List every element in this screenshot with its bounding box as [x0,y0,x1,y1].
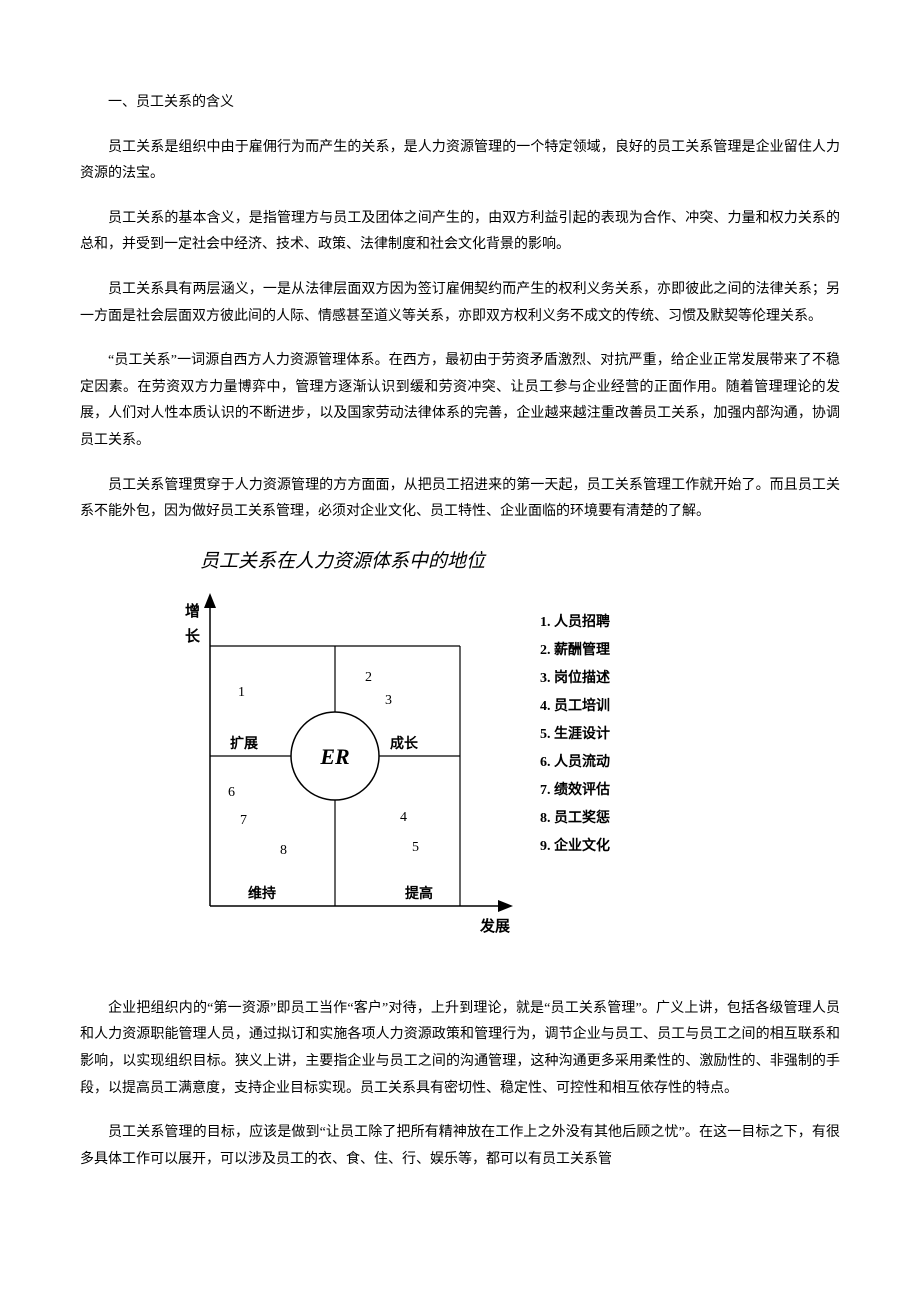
y-axis-label-2: 长 [185,627,201,645]
diagram-title: 员工关系在人力资源体系中的地位 [200,544,840,580]
point-5: 5 [412,840,419,855]
diagram-container: 员工关系在人力资源体系中的地位 ER 增 长 发展 扩展 成长 维持 提高 1 … [140,544,840,956]
point-4: 4 [400,810,407,825]
list-item-8: 8. 员工奖惩 [540,809,610,826]
list-item-3: 3. 岗位描述 [540,669,610,686]
paragraph-goal: 员工关系管理的目标，应该是做到“让员工除了把所有精神放在工作上之外没有其他后顾之… [80,1120,840,1173]
paragraph-throughout: 员工关系管理贯穿于人力资源管理的方方面面，从把员工招进来的第一天起，员工关系管理… [80,473,840,526]
y-axis-label-1: 增 [185,602,200,620]
diagram-svg: ER 增 长 发展 扩展 成长 维持 提高 1 2 3 4 5 6 7 8 1.… [140,586,680,956]
paragraph-two-layers: 员工关系具有两层涵义，一是从法律层面双方因为签订雇佣契约而产生的权利义务关系，亦… [80,277,840,330]
list-item-5: 5. 生涯设计 [540,725,610,742]
quadrant-top-left: 扩展 [230,735,258,752]
point-2: 2 [365,670,372,685]
list-item-7: 7. 绩效评估 [540,781,610,798]
quadrant-bottom-left: 维持 [248,885,276,902]
x-axis-label: 发展 [479,917,510,935]
point-7: 7 [240,813,247,828]
list-item-9: 9. 企业文化 [540,837,610,854]
quadrant-top-right: 成长 [390,735,419,752]
er-label: ER [319,744,349,769]
list-item-1: 1. 人员招聘 [540,613,610,630]
point-8: 8 [280,843,287,858]
point-6: 6 [228,785,235,800]
list-item-2: 2. 薪酬管理 [540,641,610,658]
paragraph-first-resource: 企业把组织内的“第一资源”即员工当作“客户”对待，上升到理论，就是“员工关系管理… [80,996,840,1102]
point-3: 3 [385,693,392,708]
point-1: 1 [238,685,245,700]
heading-section: 一、员工关系的含义 [80,90,840,117]
paragraph-basic-meaning: 员工关系的基本含义，是指管理方与员工及团体之间产生的，由双方利益引起的表现为合作… [80,206,840,259]
paragraph-intro: 员工关系是组织中由于雇佣行为而产生的关系，是人力资源管理的一个特定领域，良好的员… [80,135,840,188]
list-item-6: 6. 人员流动 [540,753,610,770]
list-item-4: 4. 员工培训 [540,697,610,714]
paragraph-origin: “员工关系”一词源自西方人力资源管理体系。在西方，最初由于劳资矛盾激烈、对抗严重… [80,348,840,454]
quadrant-bottom-right: 提高 [405,885,433,902]
